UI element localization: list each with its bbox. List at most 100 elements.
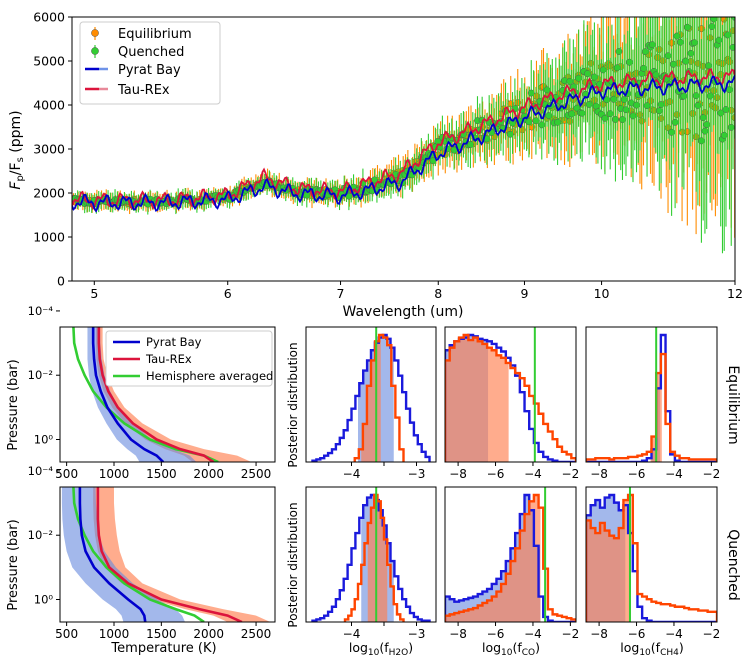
posterior-frame [305, 326, 437, 463]
pyrat-line [91, 327, 165, 462]
tp-y-tick-label: 10⁻² [28, 368, 53, 382]
tp-panel-quenched: 500 1000 1500 2000 2500 10⁻⁴ 10⁻² 10⁰ [28, 464, 276, 641]
taurex-credible-region [445, 335, 509, 462]
tp-legend-box [105, 330, 273, 387]
tp-plot-area [72, 327, 252, 462]
taurex-histogram [445, 333, 576, 462]
tp-y-tick-label: 10⁻² [28, 528, 53, 542]
spectrum-panel: 5 6 7 8 9 10 12 0 1000 2000 3000 4000 5000 6000 Wave… [8, 10, 743, 321]
posterior-x-tick-label: −6 [628, 467, 646, 481]
posterior-x-label-ch4: log10(fCH4) [620, 640, 683, 658]
posterior-x-tick-label: −2 [703, 627, 721, 641]
posterior-x-tick-label: −4 [343, 627, 361, 641]
quenched-point [532, 117, 540, 125]
tp-x-tick-label: 1500 [146, 467, 177, 481]
tp-x-label: Temperature (K) [110, 641, 216, 656]
quenched-point [506, 130, 514, 138]
legend-pyrat: Pyrat Bay [85, 63, 181, 78]
posterior-frame [444, 326, 577, 463]
taurex-histogram [586, 352, 717, 462]
quenched-point [527, 89, 535, 97]
tp-x-tick-label: 500 [55, 467, 78, 481]
quenched-point [729, 43, 735, 51]
taurex-histogram [586, 493, 717, 622]
posterior-x-tick-label: −6 [487, 467, 505, 481]
posterior-x-tick-label: −6 [487, 627, 505, 641]
tp-x-tick-label: 1500 [146, 627, 177, 641]
pyrat-model-line [72, 75, 735, 213]
posterior-x-tick-label: −3 [408, 627, 426, 641]
posterior-x-label-h2o: log10(fH2O) [349, 640, 413, 658]
posterior-x-tick-label: −8 [449, 627, 467, 641]
tp-x-tick-label: 1000 [99, 627, 130, 641]
spectrum-x-tick-label: 12 [727, 286, 743, 301]
posterior-frame [585, 326, 718, 463]
tp-legend-pyrat-label: Pyrat Bay [146, 335, 202, 349]
spectrum-legend-box [79, 21, 221, 105]
posterior-frame [305, 486, 437, 623]
posterior-x-tick-label: −2 [562, 627, 580, 641]
row-label-equilibrium: Equilibrium [725, 365, 741, 444]
posterior-grid: −4 −3 −8 −6 −4 −2 −8 −6 −4 −2 −4 −3 −8 −6 −4 −2 −8 −6 −4 −2 [305, 326, 721, 641]
spectrum-legend: Equilibrium Quenched Pyrat Bay Tau-REx [79, 21, 221, 105]
tp-panel-equilibrium: 500 1000 1500 2000 2500 10⁻⁴ 10⁻² 10⁰ [28, 304, 276, 481]
legend-equilibrium-label: Equilibrium [118, 27, 192, 42]
posterior-x-tick-label: −6 [628, 627, 646, 641]
taurex-credible-region [445, 495, 541, 622]
pyrat-histogram [311, 333, 431, 462]
row-label-quenched: Quenched [725, 529, 741, 600]
tp-legend: Pyrat Bay Tau-REx Hemisphere averaged [105, 330, 273, 387]
posterior-panel-equilibrium-h2o: −4 −3 [305, 326, 437, 481]
tp-y-tick-label: 10⁰ [34, 433, 54, 447]
posterior-plot-area [445, 327, 576, 462]
tp-plot-area [61, 487, 271, 622]
spectrum-y-tick-label: 3000 [33, 142, 65, 157]
posterior-plot-area [311, 487, 431, 622]
legend-quenched-label: Quenched [118, 45, 184, 60]
tp-x-tick-label: 2500 [241, 627, 272, 641]
legend-pyrat-label: Pyrat Bay [118, 63, 181, 78]
posterior-x-tick-label: −4 [665, 467, 683, 481]
legend-taurex-label: Tau-REx [117, 83, 170, 98]
pyrat-histogram [311, 493, 431, 622]
tp-y-tick-label: 10⁰ [34, 593, 54, 607]
spectrum-y-tick-label: 1000 [33, 230, 65, 245]
tp-frame [59, 486, 276, 623]
taurex-histogram [353, 333, 405, 462]
spectrum-x-tick-label: 6 [224, 286, 232, 301]
tp-y-tick-label: 10⁻⁴ [28, 304, 54, 318]
tp-legend-taurex-label: Tau-REx [145, 352, 192, 366]
taurex-histogram [445, 493, 576, 622]
tp-y-tick-label: 10⁻⁴ [28, 464, 54, 478]
posterior-plot-area [445, 487, 576, 622]
spectrum-x-tick-label: 5 [90, 286, 98, 301]
tp-x-tick-label: 2500 [241, 467, 272, 481]
pyrat-band [87, 327, 197, 462]
spectrum-y-label: Fp/Fs (ppm) [8, 110, 26, 189]
tp-x-tick-label: 500 [55, 627, 78, 641]
posterior-x-tick-label: −2 [703, 467, 721, 481]
legend-equilibrium: Equilibrium [91, 27, 192, 42]
posterior-panel-equilibrium-ch4: −8 −6 −4 −2 [585, 326, 721, 481]
posterior-x-tick-label: −2 [562, 467, 580, 481]
quenched-point [467, 141, 474, 148]
posterior-x-tick-label: −4 [524, 627, 542, 641]
posterior-y-label-equilibrium: Posterior distribution [286, 342, 300, 467]
taurex-model-line [72, 68, 735, 211]
spectrum-y-tick-label: 6000 [33, 10, 65, 25]
tp-legend-hemisphere-label: Hemisphere averaged [146, 369, 273, 383]
posterior-x-tick-label: −8 [590, 627, 608, 641]
posterior-frame [585, 486, 718, 623]
taurex-line [96, 487, 243, 622]
legend-taurex: Tau-REx [85, 83, 170, 98]
pyrat-histogram [586, 493, 717, 622]
posterior-x-tick-label: −4 [524, 467, 542, 481]
pyrat-line [78, 487, 147, 622]
spectrum-y-tick-label: 2000 [33, 186, 65, 201]
tp-x-tick-label: 2000 [193, 627, 224, 641]
posterior-plot-area [586, 327, 717, 462]
posterior-plot-area [311, 327, 431, 462]
taurex-line [97, 327, 215, 462]
posterior-frame [444, 486, 577, 623]
